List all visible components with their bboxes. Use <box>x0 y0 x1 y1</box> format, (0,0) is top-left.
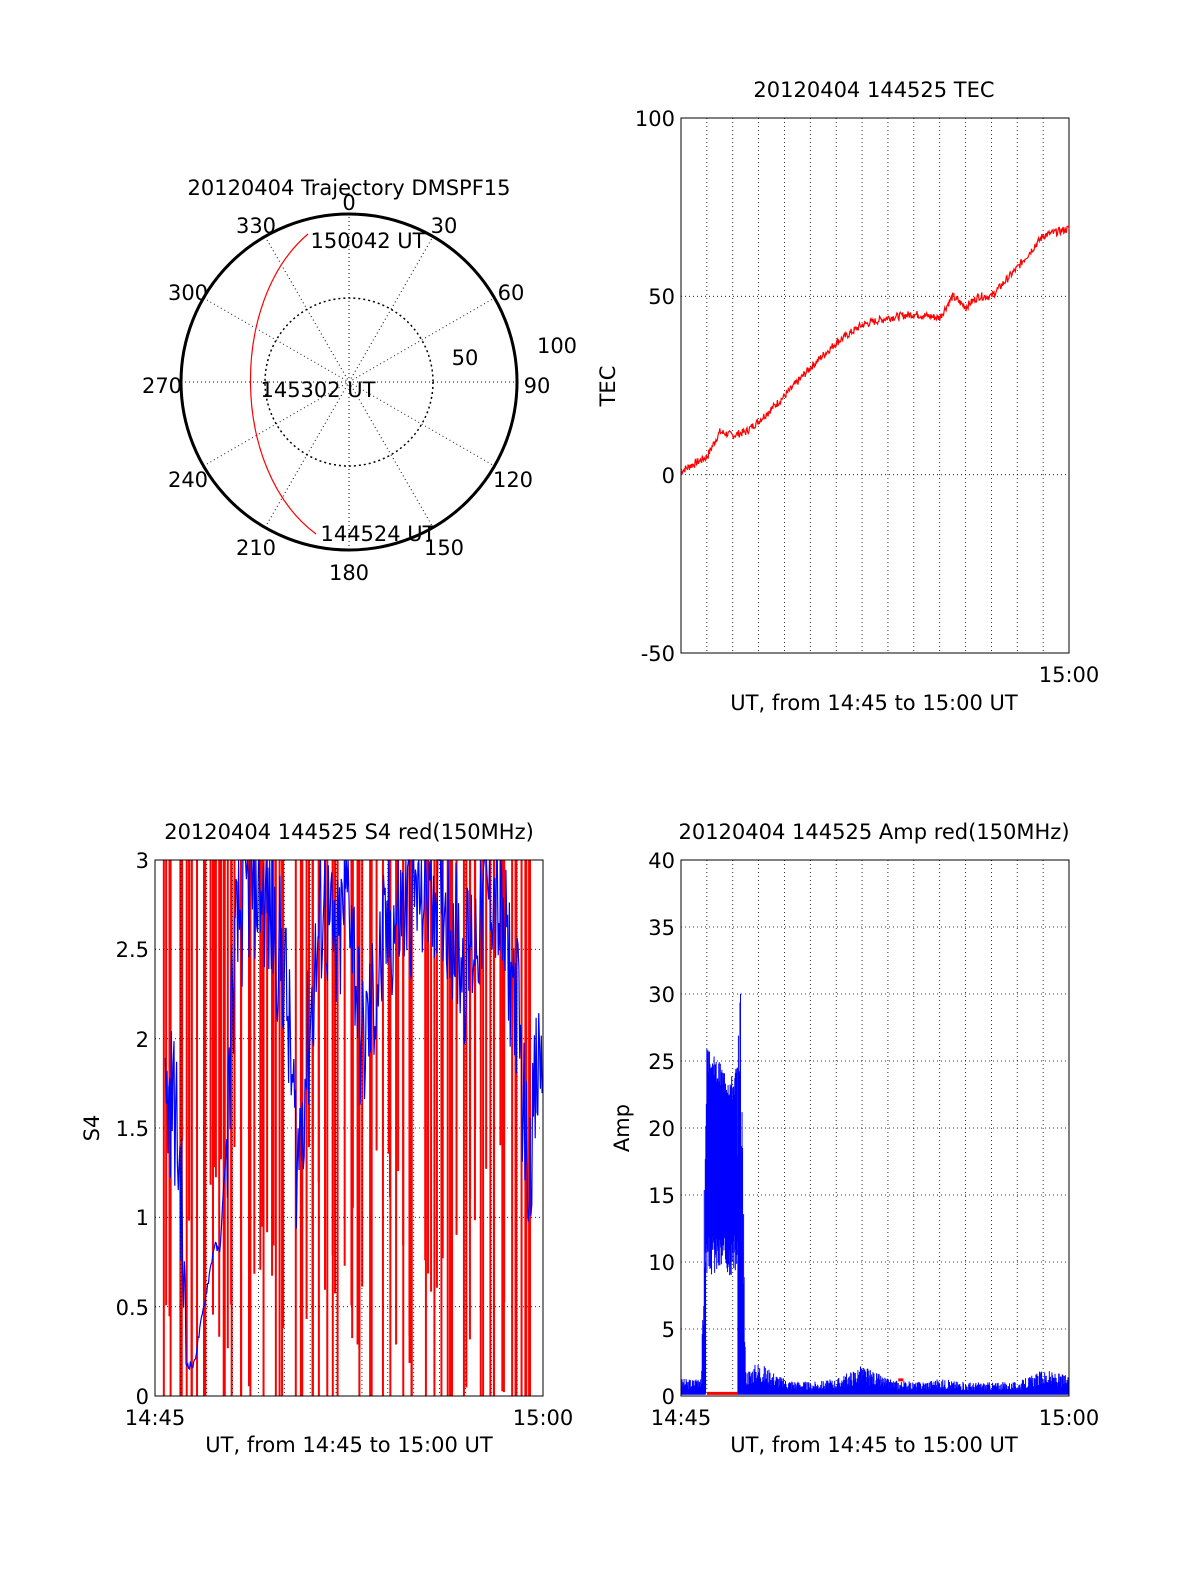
polar-outer-ring <box>179 212 519 552</box>
tec-title: 20120404 144525 TEC <box>753 78 994 102</box>
azimuth-label-210: 210 <box>236 536 276 560</box>
amp-y-axis-label: Amp <box>610 1104 634 1152</box>
amp-blue-series <box>680 993 1070 1395</box>
trajectory-line <box>249 233 317 535</box>
time-label-end: 150042 UT <box>310 229 425 253</box>
azimuth-label-30: 30 <box>431 214 458 238</box>
azimuth-label-240: 240 <box>168 468 208 492</box>
polar-title: 20120404 Trajectory DMSPF15 <box>187 176 510 200</box>
azimuth-label-270: 270 <box>142 374 182 398</box>
amp-title: 20120404 144525 Amp red(150MHz) <box>678 820 1069 844</box>
s4-y-axis-label: S4 <box>80 1115 104 1142</box>
azimuth-label-120: 120 <box>493 468 533 492</box>
s4-x-start-label: 14:45 <box>125 1406 186 1430</box>
amp-y-tick-20: 20 <box>648 1117 675 1141</box>
azimuth-label-60: 60 <box>498 281 525 305</box>
tec-y-tick-0: 0 <box>662 464 675 488</box>
polar-plot: 20120404 Trajectory DMSPF15 0 30 60 90 1… <box>142 176 577 585</box>
ring-label-100: 100 <box>537 334 577 358</box>
s4-y-tick-0: 0 <box>136 1385 149 1409</box>
s4-y-tick-0-5: 0.5 <box>116 1296 149 1320</box>
time-label-start: 144524 UT <box>320 522 435 546</box>
azimuth-label-90: 90 <box>524 374 551 398</box>
amp-y-tick-0: 0 <box>662 1385 675 1409</box>
azimuth-label-150: 150 <box>424 536 464 560</box>
tec-y-tick-50: 50 <box>648 285 675 309</box>
tec-y-axis-label: TEC <box>596 366 620 408</box>
amp-x-end-label: 15:00 <box>1039 1406 1100 1430</box>
azimuth-label-180: 180 <box>329 561 369 585</box>
s4-y-tick-3: 3 <box>136 849 149 873</box>
amp-y-tick-40: 40 <box>648 849 675 873</box>
s4-y-tick-1-5: 1.5 <box>116 1117 149 1141</box>
ring-label-50: 50 <box>452 346 479 370</box>
azimuth-label-300: 300 <box>168 281 208 305</box>
amp-y-tick-10: 10 <box>648 1251 675 1275</box>
amp-y-tick-25: 25 <box>648 1050 675 1074</box>
tec-plot: 20120404 144525 TEC -50 0 50 100 15:00 U… <box>596 78 1099 715</box>
time-label-mid: 145302 UT <box>260 378 375 402</box>
s4-grid <box>155 860 543 1396</box>
s4-y-tick-2-5: 2.5 <box>116 938 149 962</box>
tec-x-end-label: 15:00 <box>1039 663 1100 687</box>
s4-title: 20120404 144525 S4 red(150MHz) <box>164 820 534 844</box>
s4-x-axis-label: UT, from 14:45 to 15:00 UT <box>205 1433 493 1457</box>
amp-x-start-label: 14:45 <box>651 1406 712 1430</box>
tec-y-tick-neg50: -50 <box>641 642 675 666</box>
s4-plot-frame <box>154 859 544 1397</box>
amp-y-tick-30: 30 <box>648 983 675 1007</box>
amp-y-tick-35: 35 <box>648 916 675 940</box>
tec-plot-frame <box>680 117 1070 654</box>
tec-grid <box>681 118 1069 653</box>
amp-y-tick-5: 5 <box>662 1318 675 1342</box>
polar-grid <box>181 214 517 550</box>
s4-x-end-label: 15:00 <box>513 1406 574 1430</box>
amp-y-tick-15: 15 <box>648 1184 675 1208</box>
amp-plot: 20120404 144525 Amp red(150MHz) 0 5 10 1… <box>610 820 1099 1457</box>
polar-spoke-150 <box>264 236 434 528</box>
s4-y-tick-1: 1 <box>136 1206 149 1230</box>
tec-series-line <box>680 225 1070 476</box>
s4-blue-series-line <box>164 859 543 1370</box>
tec-x-axis-label: UT, from 14:45 to 15:00 UT <box>730 691 1018 715</box>
s4-y-tick-2: 2 <box>136 1028 149 1052</box>
amp-x-axis-label: UT, from 14:45 to 15:00 UT <box>730 1433 1018 1457</box>
amp-red-series-line <box>706 1378 904 1395</box>
amp-plot-frame <box>680 859 1070 1397</box>
tec-y-tick-100: 100 <box>635 107 675 131</box>
azimuth-label-330: 330 <box>236 214 276 238</box>
s4-plot: 20120404 144525 S4 red(150MHz) 0 0.5 1 1… <box>80 820 573 1457</box>
azimuth-label-0: 0 <box>342 191 355 215</box>
